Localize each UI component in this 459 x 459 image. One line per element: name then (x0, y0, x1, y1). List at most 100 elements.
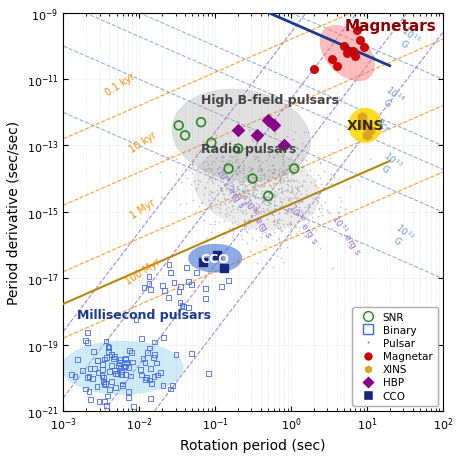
Point (269, 207, 276, 214)
Point (277, 204, 285, 211)
Point (244, 203, 252, 211)
Point (240, 195, 247, 202)
Point (147, 395, 154, 403)
Point (242, 186, 250, 194)
Point (247, 165, 255, 173)
Point (296, 199, 303, 206)
Point (257, 188, 265, 196)
Point (234, 164, 241, 171)
Point (140, 285, 147, 292)
Text: $10^{35}$ erg s: $10^{35}$ erg s (237, 195, 275, 242)
Point (284, 177, 291, 184)
Point (263, 188, 270, 196)
Point (82, 386, 90, 393)
Point (220, 181, 228, 188)
Point (302, 190, 309, 198)
Point (246, 212, 254, 219)
Point (238, 167, 245, 174)
Point (275, 180, 283, 187)
Point (229, 176, 236, 183)
Point (202, 148, 210, 155)
Point (260, 183, 267, 190)
Point (225, 177, 232, 185)
Point (304, 207, 311, 214)
Point (252, 177, 260, 184)
Y-axis label: Period derivative (sec/sec): Period derivative (sec/sec) (7, 120, 21, 304)
Point (100, 381, 107, 388)
Point (293, 163, 300, 170)
Point (237, 202, 244, 209)
Point (257, 168, 264, 175)
Point (280, 175, 287, 183)
Point (254, 157, 262, 164)
Point (228, 164, 235, 171)
Point (320, 186, 328, 193)
Point (197, 119, 204, 127)
Point (257, 167, 264, 174)
Point (288, 206, 296, 213)
Point (274, 219, 282, 227)
Point (249, 189, 256, 196)
Point (257, 230, 265, 238)
Point (252, 180, 259, 188)
Point (251, 175, 258, 183)
Point (263, 188, 271, 196)
Point (284, 182, 291, 189)
Point (99, 374, 106, 381)
Point (280, 151, 287, 158)
Point (321, 199, 328, 207)
Point (159, 334, 167, 341)
Point (232, 171, 239, 178)
Point (129, 358, 136, 366)
Point (293, 232, 301, 239)
Point (229, 182, 236, 189)
Polygon shape (172, 90, 310, 182)
Point (353, 178, 361, 185)
Point (254, 158, 261, 166)
Point (223, 163, 230, 171)
Point (256, 172, 263, 179)
Point (242, 186, 250, 194)
Point (125, 388, 132, 395)
Point (257, 234, 264, 241)
Point (283, 221, 291, 228)
Point (259, 208, 267, 215)
Point (229, 202, 236, 209)
Point (230, 218, 238, 225)
Point (257, 190, 264, 197)
Point (224, 278, 231, 285)
Point (263, 202, 271, 209)
Point (282, 188, 290, 196)
Point (263, 207, 271, 214)
Point (295, 198, 302, 205)
Point (310, 190, 318, 197)
Point (334, 210, 341, 218)
Point (283, 180, 291, 188)
Point (260, 221, 268, 228)
Point (208, 189, 216, 196)
Point (269, 190, 277, 197)
Point (299, 156, 307, 163)
Point (101, 380, 109, 387)
Point (236, 194, 243, 202)
Point (252, 204, 259, 211)
Point (235, 191, 243, 198)
Point (257, 168, 264, 176)
Point (204, 171, 211, 179)
Point (288, 171, 295, 179)
Point (253, 187, 260, 195)
Point (113, 370, 121, 378)
Point (276, 197, 283, 205)
Point (246, 179, 253, 186)
Point (272, 222, 279, 229)
Point (112, 384, 119, 391)
Point (185, 304, 192, 311)
Point (281, 166, 289, 174)
Point (145, 273, 152, 280)
Point (224, 166, 232, 173)
Point (215, 218, 222, 226)
Point (67, 371, 75, 378)
Point (230, 153, 238, 160)
Point (238, 188, 245, 195)
Point (283, 210, 291, 217)
